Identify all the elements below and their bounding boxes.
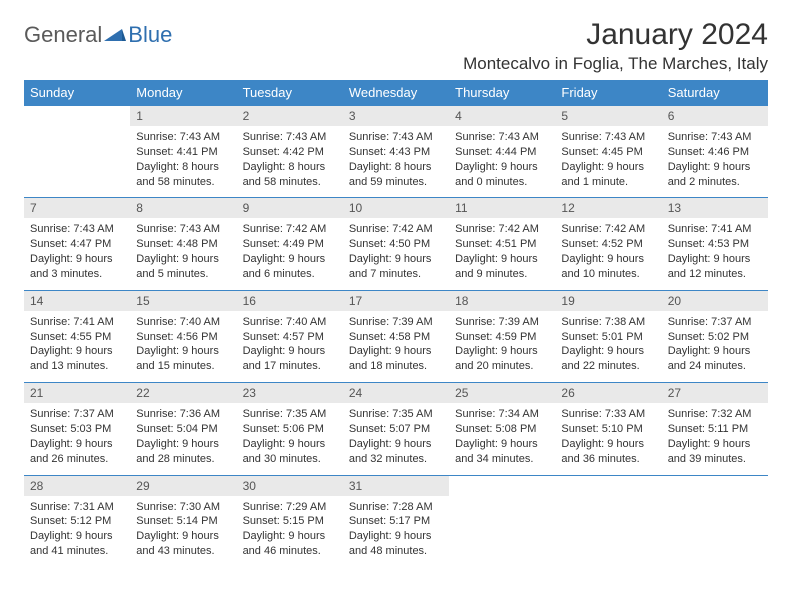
day-number: 31: [343, 475, 449, 496]
day-number: [449, 475, 555, 496]
day-number: 22: [130, 383, 236, 404]
day-header: Tuesday: [237, 80, 343, 106]
day-number: 25: [449, 383, 555, 404]
day-cell: Sunrise: 7:39 AMSunset: 4:58 PMDaylight:…: [343, 311, 449, 383]
day-number: 18: [449, 290, 555, 311]
day-cell: Sunrise: 7:42 AMSunset: 4:52 PMDaylight:…: [555, 218, 661, 290]
title-block: January 2024 Montecalvo in Foglia, The M…: [463, 18, 768, 74]
day-number: 1: [130, 106, 236, 127]
day-number: 5: [555, 106, 661, 127]
day-number: [555, 475, 661, 496]
day-number: 27: [662, 383, 768, 404]
day-number-row: 123456: [24, 106, 768, 127]
logo-triangle-icon: [104, 27, 126, 43]
day-cell: Sunrise: 7:42 AMSunset: 4:51 PMDaylight:…: [449, 218, 555, 290]
day-cell: Sunrise: 7:43 AMSunset: 4:44 PMDaylight:…: [449, 126, 555, 198]
day-number: 16: [237, 290, 343, 311]
day-cell: Sunrise: 7:40 AMSunset: 4:57 PMDaylight:…: [237, 311, 343, 383]
day-cell: Sunrise: 7:30 AMSunset: 5:14 PMDaylight:…: [130, 496, 236, 567]
day-cell: [449, 496, 555, 567]
day-cell: Sunrise: 7:43 AMSunset: 4:43 PMDaylight:…: [343, 126, 449, 198]
day-number: 30: [237, 475, 343, 496]
day-number: 21: [24, 383, 130, 404]
calendar-table: Sunday Monday Tuesday Wednesday Thursday…: [24, 80, 768, 567]
logo-text-2: Blue: [128, 22, 172, 48]
day-header: Friday: [555, 80, 661, 106]
day-cell: Sunrise: 7:43 AMSunset: 4:42 PMDaylight:…: [237, 126, 343, 198]
day-content-row: Sunrise: 7:41 AMSunset: 4:55 PMDaylight:…: [24, 311, 768, 383]
day-cell: Sunrise: 7:42 AMSunset: 4:49 PMDaylight:…: [237, 218, 343, 290]
day-cell: Sunrise: 7:37 AMSunset: 5:02 PMDaylight:…: [662, 311, 768, 383]
day-cell: Sunrise: 7:32 AMSunset: 5:11 PMDaylight:…: [662, 403, 768, 475]
day-cell: Sunrise: 7:41 AMSunset: 4:55 PMDaylight:…: [24, 311, 130, 383]
day-number: 29: [130, 475, 236, 496]
day-number: [662, 475, 768, 496]
day-cell: Sunrise: 7:43 AMSunset: 4:45 PMDaylight:…: [555, 126, 661, 198]
day-number: 3: [343, 106, 449, 127]
day-number-row: 21222324252627: [24, 383, 768, 404]
day-cell: Sunrise: 7:43 AMSunset: 4:41 PMDaylight:…: [130, 126, 236, 198]
day-number: 28: [24, 475, 130, 496]
day-cell: Sunrise: 7:42 AMSunset: 4:50 PMDaylight:…: [343, 218, 449, 290]
day-cell: Sunrise: 7:29 AMSunset: 5:15 PMDaylight:…: [237, 496, 343, 567]
day-number: [24, 106, 130, 127]
day-cell: Sunrise: 7:39 AMSunset: 4:59 PMDaylight:…: [449, 311, 555, 383]
day-cell: [24, 126, 130, 198]
day-cell: Sunrise: 7:43 AMSunset: 4:47 PMDaylight:…: [24, 218, 130, 290]
location: Montecalvo in Foglia, The Marches, Italy: [463, 54, 768, 74]
logo-text-1: General: [24, 22, 102, 48]
day-cell: Sunrise: 7:38 AMSunset: 5:01 PMDaylight:…: [555, 311, 661, 383]
day-number-row: 78910111213: [24, 198, 768, 219]
day-content-row: Sunrise: 7:43 AMSunset: 4:41 PMDaylight:…: [24, 126, 768, 198]
day-cell: Sunrise: 7:36 AMSunset: 5:04 PMDaylight:…: [130, 403, 236, 475]
day-number-row: 14151617181920: [24, 290, 768, 311]
day-header: Thursday: [449, 80, 555, 106]
day-cell: Sunrise: 7:33 AMSunset: 5:10 PMDaylight:…: [555, 403, 661, 475]
day-content-row: Sunrise: 7:43 AMSunset: 4:47 PMDaylight:…: [24, 218, 768, 290]
month-title: January 2024: [463, 18, 768, 52]
day-number: 24: [343, 383, 449, 404]
day-number: 10: [343, 198, 449, 219]
day-cell: Sunrise: 7:43 AMSunset: 4:46 PMDaylight:…: [662, 126, 768, 198]
day-number: 12: [555, 198, 661, 219]
day-cell: Sunrise: 7:43 AMSunset: 4:48 PMDaylight:…: [130, 218, 236, 290]
day-number: 11: [449, 198, 555, 219]
day-number-row: 28293031: [24, 475, 768, 496]
day-number: 8: [130, 198, 236, 219]
day-cell: Sunrise: 7:35 AMSunset: 5:06 PMDaylight:…: [237, 403, 343, 475]
day-cell: [662, 496, 768, 567]
day-cell: Sunrise: 7:31 AMSunset: 5:12 PMDaylight:…: [24, 496, 130, 567]
day-cell: Sunrise: 7:40 AMSunset: 4:56 PMDaylight:…: [130, 311, 236, 383]
day-cell: Sunrise: 7:34 AMSunset: 5:08 PMDaylight:…: [449, 403, 555, 475]
day-number: 13: [662, 198, 768, 219]
day-content-row: Sunrise: 7:31 AMSunset: 5:12 PMDaylight:…: [24, 496, 768, 567]
day-number: 9: [237, 198, 343, 219]
day-number: 26: [555, 383, 661, 404]
day-number: 2: [237, 106, 343, 127]
day-number: 15: [130, 290, 236, 311]
day-cell: Sunrise: 7:41 AMSunset: 4:53 PMDaylight:…: [662, 218, 768, 290]
day-content-row: Sunrise: 7:37 AMSunset: 5:03 PMDaylight:…: [24, 403, 768, 475]
day-header: Sunday: [24, 80, 130, 106]
day-header: Saturday: [662, 80, 768, 106]
day-cell: [555, 496, 661, 567]
logo: General Blue: [24, 18, 172, 48]
day-header: Monday: [130, 80, 236, 106]
day-cell: Sunrise: 7:35 AMSunset: 5:07 PMDaylight:…: [343, 403, 449, 475]
day-header: Wednesday: [343, 80, 449, 106]
day-number: 14: [24, 290, 130, 311]
day-number: 20: [662, 290, 768, 311]
day-number: 23: [237, 383, 343, 404]
header: General Blue January 2024 Montecalvo in …: [24, 18, 768, 74]
day-cell: Sunrise: 7:37 AMSunset: 5:03 PMDaylight:…: [24, 403, 130, 475]
day-number: 4: [449, 106, 555, 127]
day-number: 6: [662, 106, 768, 127]
day-number: 17: [343, 290, 449, 311]
day-cell: Sunrise: 7:28 AMSunset: 5:17 PMDaylight:…: [343, 496, 449, 567]
day-header-row: Sunday Monday Tuesday Wednesday Thursday…: [24, 80, 768, 106]
day-number: 7: [24, 198, 130, 219]
day-number: 19: [555, 290, 661, 311]
